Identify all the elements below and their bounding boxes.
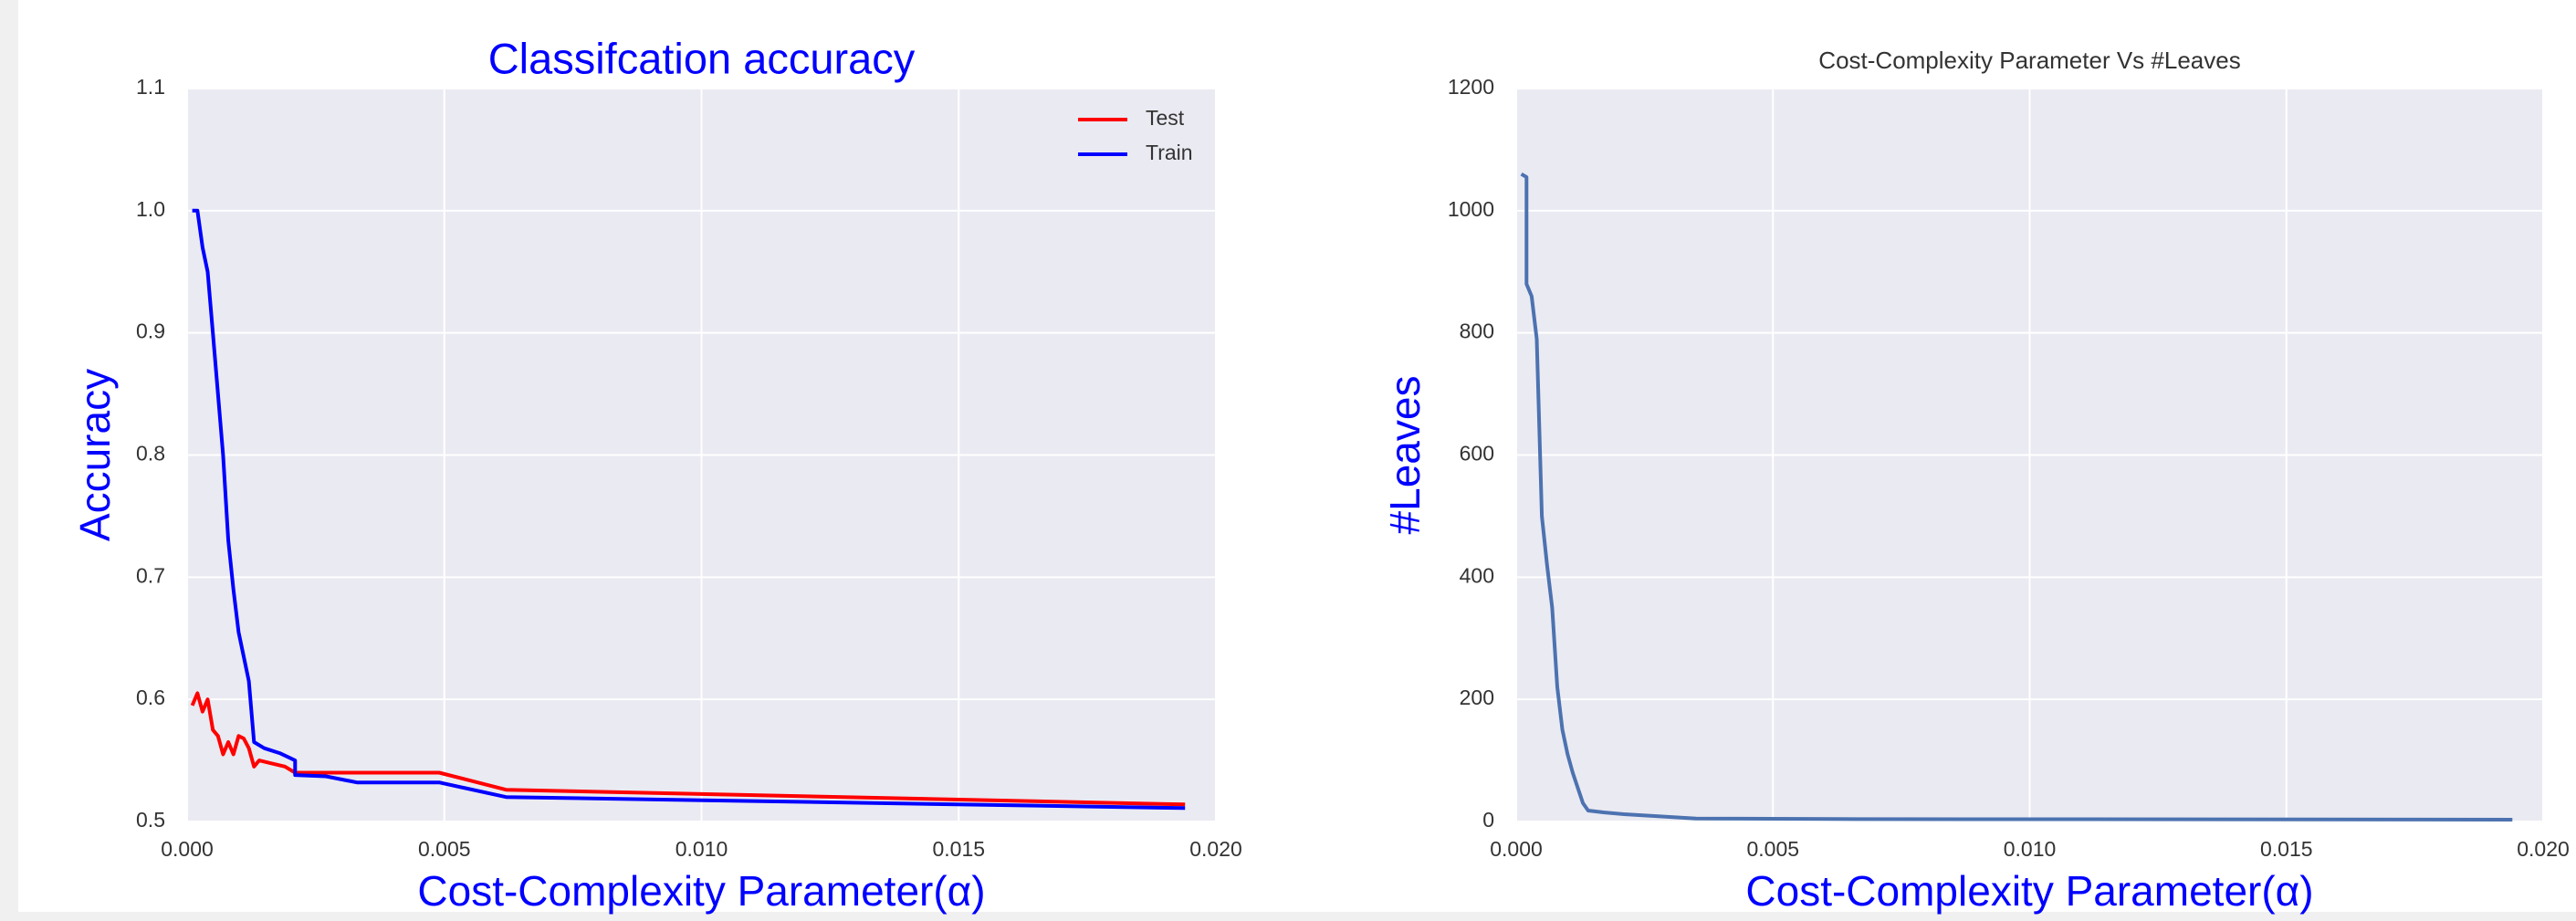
y-tick-label: 1.1 (136, 75, 165, 99)
x-tick-label: 0.000 (1490, 837, 1543, 861)
data-line (1520, 172, 2513, 822)
bottom-border (0, 912, 2576, 921)
y-tick-label: 400 (1460, 563, 1494, 587)
x-tick-label: 0.010 (2004, 837, 2057, 861)
x-tick-label: 0.005 (1746, 837, 1799, 861)
legend-label: Train (1146, 141, 1193, 164)
x-tick-label: 0.005 (418, 837, 471, 861)
chart-title: Cost-Complexity Parameter Vs #Leaves (1818, 47, 2240, 74)
x-axis-label: Cost-Complexity Parameter(α) (1745, 867, 2313, 915)
y-tick-label: 0 (1482, 808, 1494, 832)
y-axis-label: Accuracy (71, 369, 119, 541)
x-axis-label: Cost-Complexity Parameter(α) (417, 867, 985, 915)
x-tick-label: 0.015 (2260, 837, 2313, 861)
y-tick-label: 0.8 (136, 442, 165, 466)
left-border (0, 0, 18, 921)
y-tick-label: 800 (1460, 319, 1494, 343)
y-tick-label: 1000 (1448, 197, 1494, 221)
y-tick-label: 0.9 (136, 319, 165, 343)
y-axis-label: #Leaves (1381, 376, 1429, 535)
x-tick-label: 0.000 (161, 837, 214, 861)
y-tick-label: 200 (1460, 686, 1494, 709)
x-tick-label: 0.020 (1189, 837, 1242, 861)
x-tick-label: 0.020 (2517, 837, 2570, 861)
data-line (192, 208, 1186, 811)
x-tick-label: 0.010 (675, 837, 728, 861)
x-tick-label: 0.015 (932, 837, 985, 861)
y-tick-label: 0.6 (136, 686, 165, 709)
data-line (190, 691, 1186, 807)
y-tick-label: 1.0 (136, 197, 165, 221)
y-tick-label: 600 (1460, 442, 1494, 466)
y-tick-label: 0.5 (136, 808, 165, 832)
chart-title: Classifcation accuracy (488, 34, 916, 82)
y-tick-label: 0.7 (136, 563, 165, 587)
y-tick-label: 1200 (1448, 75, 1494, 99)
legend-label: Test (1146, 106, 1185, 130)
